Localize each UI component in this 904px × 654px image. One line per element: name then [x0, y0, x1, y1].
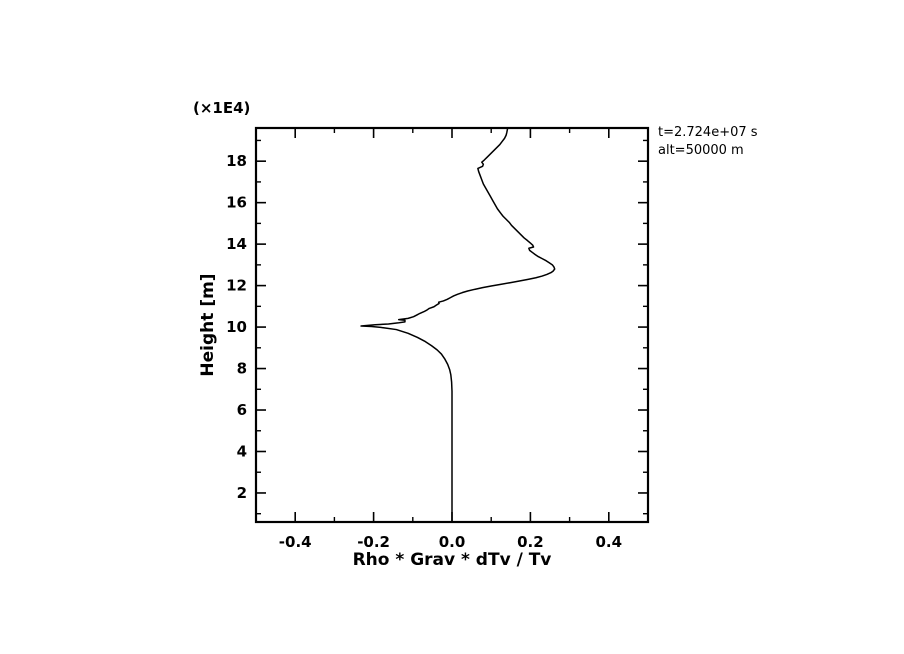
- y-tick-label: 8: [237, 360, 247, 378]
- y-tick-label: 4: [237, 442, 247, 460]
- y-tick-label: 16: [226, 194, 247, 212]
- x-tick-label: -0.4: [279, 533, 312, 551]
- annotation-time: t=2.724e+07 s: [658, 125, 758, 140]
- x-tick-label: 0.0: [439, 533, 466, 551]
- y-tick-label: 12: [226, 277, 247, 295]
- annotation-altitude: alt=50000 m: [658, 143, 744, 158]
- x-tick-label: 0.4: [596, 533, 623, 551]
- x-tick-label: -0.2: [357, 533, 390, 551]
- y-axis-tick-labels: 2 4 6 8 10 12 14 16 18: [226, 152, 247, 502]
- y-tick-label: 14: [226, 235, 247, 253]
- y-tick-label: 18: [226, 152, 247, 170]
- y-axis-title: Height [m]: [198, 273, 218, 376]
- y-tick-label: 2: [237, 484, 247, 502]
- x-axis-tick-labels: -0.4 -0.2 0.0 0.2 0.4: [279, 533, 622, 551]
- y-tick-label: 6: [237, 401, 247, 419]
- x-axis-title: Rho * Grav * dTv / Tv: [353, 550, 552, 570]
- data-curve: [360, 127, 556, 523]
- y-axis-ticks: [256, 139, 648, 515]
- x-tick-label: 0.2: [517, 533, 544, 551]
- y-tick-label: 10: [226, 318, 247, 336]
- y-axis-scale-label: (×1E4): [193, 99, 250, 117]
